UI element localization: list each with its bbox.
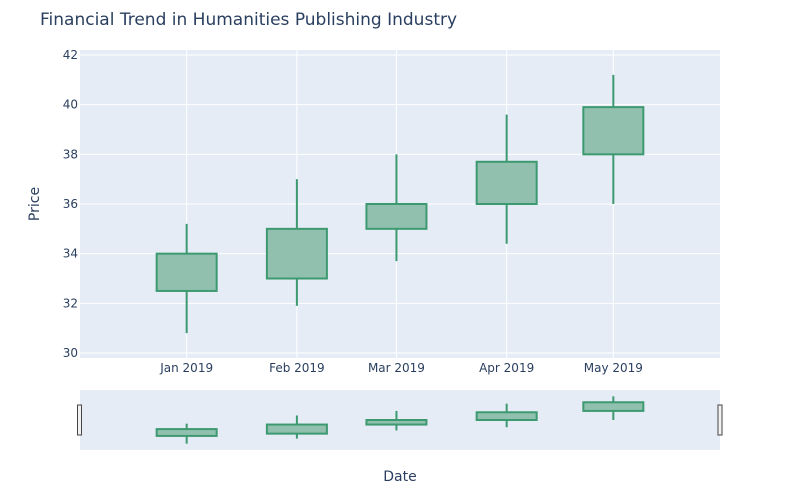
x-axis-title: Date xyxy=(383,469,416,485)
slider-candle-body xyxy=(475,411,538,422)
candle[interactable] xyxy=(475,114,538,244)
slider-candle xyxy=(155,423,218,444)
candle-body xyxy=(582,106,645,156)
slider-candle xyxy=(475,403,538,428)
x-tick-label: Apr 2019 xyxy=(479,361,534,375)
y-tick-label: 38 xyxy=(63,147,78,161)
slider-candle-body xyxy=(582,401,645,412)
slider-candle xyxy=(265,415,328,439)
slider-candle-body xyxy=(365,419,428,426)
candle-body xyxy=(365,203,428,230)
y-axis-ticks: 30 32 34 36 38 40 42 xyxy=(63,48,78,360)
slider-candle-body xyxy=(265,423,328,435)
y-tick-label: 34 xyxy=(63,247,78,261)
candle[interactable] xyxy=(582,74,645,204)
x-tick-label: Jan 2019 xyxy=(159,361,213,375)
range-slider-left-handle[interactable] xyxy=(77,404,82,436)
range-slider-candles xyxy=(155,396,645,444)
candle[interactable] xyxy=(365,154,428,262)
x-axis-ticks: Jan 2019 Feb 2019 Mar 2019 Apr 2019 May 2019 xyxy=(159,361,643,375)
y-tick-label: 42 xyxy=(63,48,78,62)
candle-body xyxy=(475,160,538,206)
slider-candle-body xyxy=(155,428,218,437)
range-slider-right-handle[interactable] xyxy=(717,404,723,436)
candle-body xyxy=(265,227,328,280)
y-axis-title: Price xyxy=(27,187,43,221)
candle[interactable] xyxy=(265,179,328,306)
y-tick-label: 30 xyxy=(63,346,78,360)
y-tick-label: 40 xyxy=(63,98,78,112)
chart-title: Financial Trend in Humanities Publishing… xyxy=(40,10,457,30)
slider-candle xyxy=(365,410,428,431)
x-tick-label: Mar 2019 xyxy=(368,361,425,375)
slider-candle xyxy=(582,396,645,420)
y-tick-label: 36 xyxy=(63,197,78,211)
candle[interactable] xyxy=(155,223,218,334)
candles xyxy=(155,74,645,334)
candle-body xyxy=(155,252,218,292)
x-tick-label: May 2019 xyxy=(584,361,643,375)
y-tick-label: 32 xyxy=(63,296,78,310)
x-tick-label: Feb 2019 xyxy=(269,361,325,375)
